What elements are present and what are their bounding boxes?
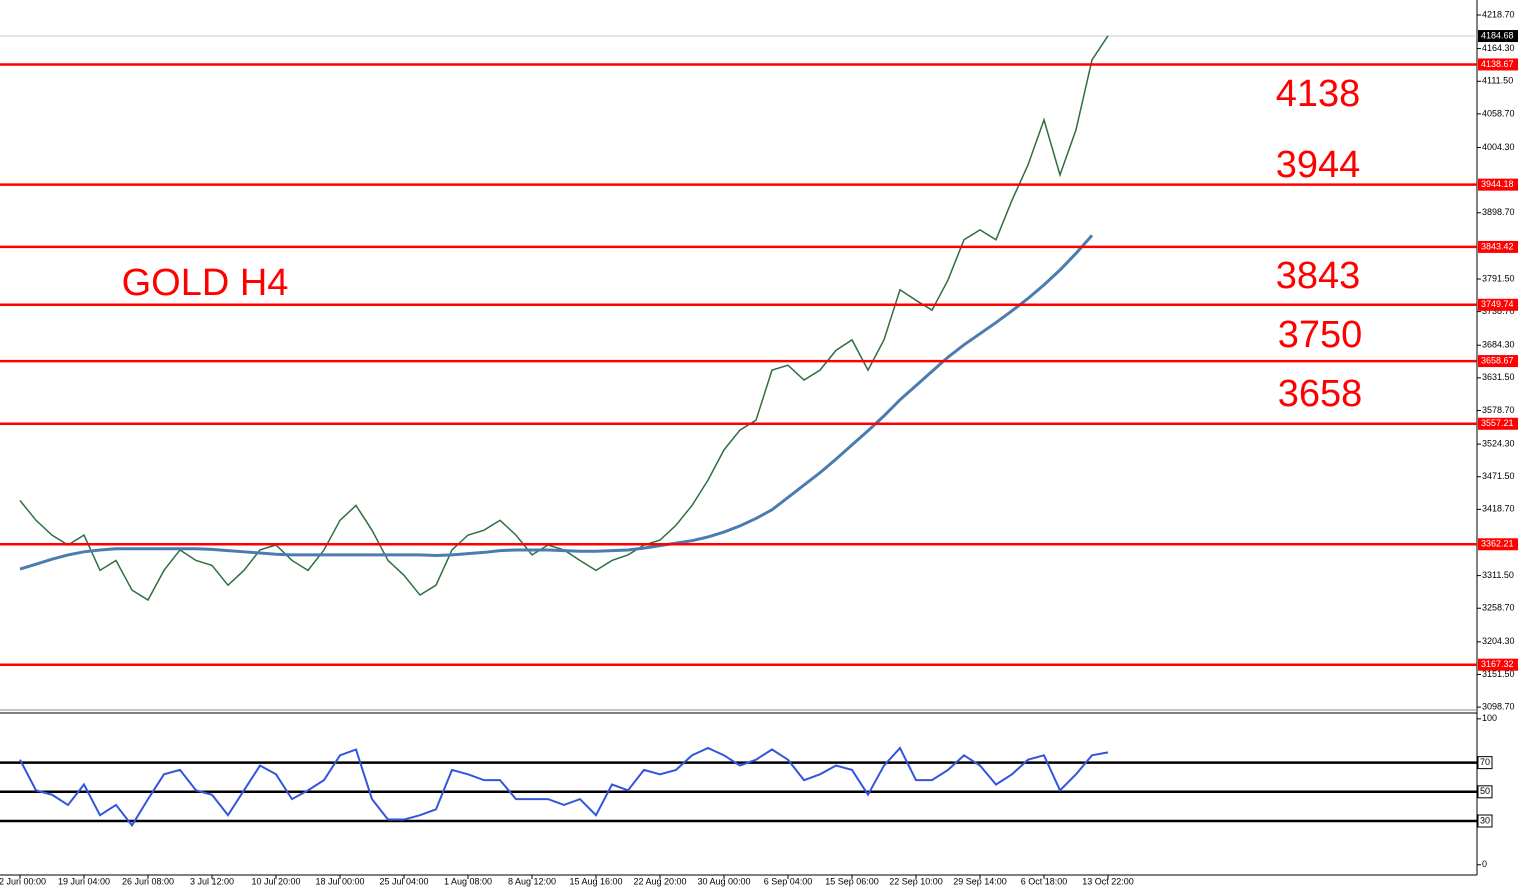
y-tick-label: 3204.30 [1482, 636, 1515, 646]
level-label: 3843.42 [1481, 241, 1514, 251]
rsi-line [19, 746, 1109, 828]
level-box [1478, 58, 1518, 71]
x-tick-label: 6 Oct 18:00 [1021, 876, 1068, 886]
level-box [1478, 658, 1518, 671]
x-tick-label: 15 Sep 06:00 [825, 876, 879, 886]
x-tick-label: 29 Sep 14:00 [953, 876, 1007, 886]
y-tick-label: 3258.70 [1482, 603, 1515, 613]
y-tick-label: 3311.50 [1482, 570, 1514, 580]
y-tick-label: 3418.70 [1482, 504, 1515, 514]
y-tick-label: 3791.50 [1482, 273, 1515, 283]
y-tick-label: 3631.50 [1482, 372, 1515, 382]
rsi-level-box [1477, 756, 1493, 770]
level-box [1478, 538, 1518, 551]
x-tick-label: 19 Jun 04:00 [58, 876, 110, 886]
level-box [1478, 298, 1518, 311]
x-tick-label: 12 Jun 00:00 [0, 876, 46, 886]
x-tick-label: 1 Aug 08:00 [444, 876, 492, 886]
y-tick-label: 3151.50 [1482, 669, 1515, 679]
annotation: 3843 [1276, 255, 1361, 297]
x-tick-label: 15 Aug 16:00 [569, 876, 622, 886]
rsi-level-label: 30 [1480, 815, 1490, 825]
level-box [1478, 355, 1518, 368]
y-tick-label: 3898.70 [1482, 207, 1515, 217]
level-label: 3557.21 [1481, 418, 1514, 428]
y-tick-label: 3684.30 [1482, 340, 1515, 350]
y-tick-label: 3471.50 [1482, 471, 1515, 481]
level-box [1478, 240, 1518, 253]
y-tick-label: 3098.70 [1482, 701, 1515, 711]
y-tick-label: 4058.70 [1482, 108, 1515, 118]
x-tick-label: 22 Sep 10:00 [889, 876, 943, 886]
x-tick-label: 26 Jun 08:00 [122, 876, 174, 886]
x-tick-label: 18 Jul 00:00 [315, 876, 364, 886]
y-tick-label: 4004.30 [1482, 142, 1515, 152]
y-tick-label: 3524.30 [1482, 438, 1515, 448]
annotation: GOLD H4 [122, 262, 289, 304]
x-tick-label: 30 Aug 00:00 [697, 876, 750, 886]
x-tick-label: 8 Aug 12:00 [508, 876, 556, 886]
y-tick-label: 3738.70 [1482, 306, 1515, 316]
rsi-level-box [1477, 814, 1493, 828]
level-box [1478, 417, 1518, 430]
rsi-tick-label: 0 [1482, 859, 1487, 869]
x-tick-label: 13 Oct 22:00 [1082, 876, 1134, 886]
level-label: 4138.67 [1481, 59, 1514, 69]
rsi-level-label: 50 [1480, 786, 1490, 796]
x-tick-label: 25 Jul 04:00 [379, 876, 428, 886]
x-tick-label: 6 Sep 04:00 [764, 876, 813, 886]
moving-average [19, 234, 1094, 571]
rsi-level-label: 70 [1480, 757, 1490, 767]
y-tick-label: 4111.50 [1482, 76, 1513, 86]
annotation: 3750 [1278, 314, 1363, 356]
level-box [1478, 178, 1518, 191]
level-label: 3944.18 [1481, 179, 1514, 189]
rsi-level-box [1477, 785, 1493, 799]
annotation: 3944 [1276, 144, 1361, 186]
current-price-label: 4184.68 [1481, 30, 1514, 40]
y-tick-label: 4218.70 [1482, 9, 1515, 19]
level-label: 3167.32 [1481, 659, 1514, 669]
rsi-tick-label: 100 [1482, 713, 1497, 723]
annotation: 4138 [1276, 73, 1361, 115]
x-tick-label: 3 Jul 12:00 [190, 876, 234, 886]
current-price-box [1478, 30, 1518, 43]
level-label: 3749.74 [1481, 299, 1514, 309]
x-tick-label: 22 Aug 20:00 [633, 876, 686, 886]
level-label: 3658.67 [1481, 355, 1514, 365]
level-label: 3362.21 [1481, 539, 1514, 549]
annotation: 3658 [1278, 373, 1363, 415]
y-tick-label: 4164.30 [1482, 43, 1515, 53]
y-tick-label: 3578.70 [1482, 405, 1515, 415]
x-tick-label: 10 Jul 20:00 [251, 876, 300, 886]
